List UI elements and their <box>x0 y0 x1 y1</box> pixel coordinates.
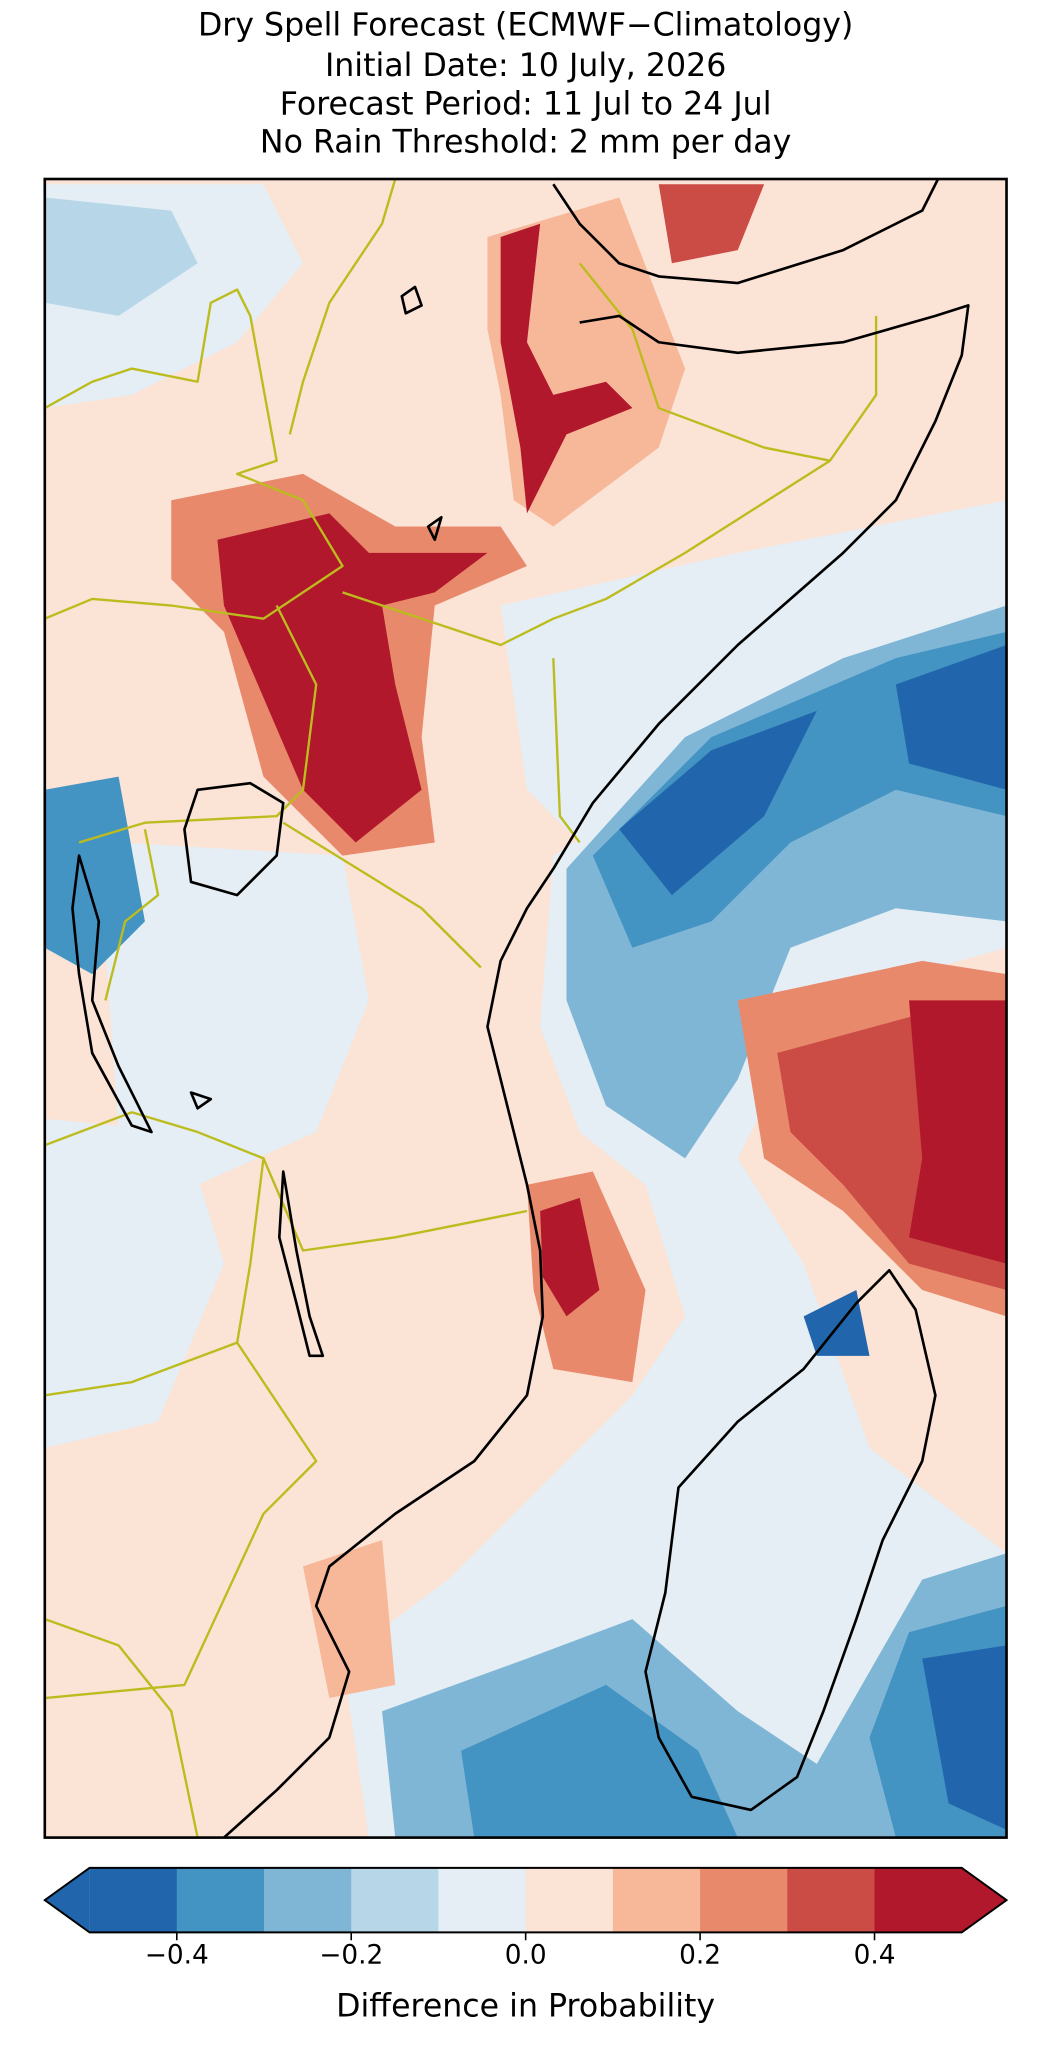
colorbar-tick-label: 0.0 <box>505 1941 547 1971</box>
field-neutral <box>342 658 1007 1838</box>
field-blue <box>44 776 145 975</box>
field-neutral <box>105 842 369 1185</box>
field-blue <box>461 1684 738 1838</box>
title-line: Dry Spell Forecast (ECMWF−Climatology) <box>198 7 853 43</box>
colorbar-tick-label: −0.2 <box>319 1941 383 1971</box>
field-dark-blue <box>619 710 817 896</box>
coastline <box>644 1268 937 1812</box>
country-border <box>44 288 344 620</box>
lake-shore <box>183 781 285 897</box>
title-line: No Rain Threshold: 2 mm per day <box>260 124 791 160</box>
colorbar-bin <box>438 1867 527 1933</box>
colorbar-bin <box>787 1867 876 1933</box>
colorbar-bin <box>176 1867 265 1933</box>
field-dark-red <box>500 223 633 514</box>
colorbar-bin <box>612 1867 701 1933</box>
title-block: Dry Spell Forecast (ECMWF−Climatology) I… <box>198 7 853 160</box>
title-line: Forecast Period: 11 Jul to 24 Jul <box>280 86 772 122</box>
lake-shore <box>71 854 153 1134</box>
colorbar-bin <box>525 1867 614 1933</box>
coastline <box>223 179 970 1838</box>
map-frame <box>43 177 1008 1839</box>
colorbar-extension <box>44 1867 90 1933</box>
colorbar-outline <box>43 1866 1009 1934</box>
country-border <box>44 1341 318 1838</box>
country-border <box>288 179 831 462</box>
colorbar-bin <box>874 1867 963 1933</box>
colorbar-label: Difference in Probability <box>336 1988 715 2024</box>
country-border <box>104 821 482 1001</box>
field-dark-red <box>909 1000 1007 1264</box>
colorbar-bin <box>700 1867 788 1933</box>
lake-shore <box>189 285 443 1110</box>
colorbar-tick-label: 0.4 <box>854 1941 896 1971</box>
field-neutral <box>44 1118 224 1448</box>
colorbar: −0.4 −0.2 0.0 0.2 0.4 <box>43 1866 1009 1971</box>
field-light-blue <box>44 197 198 316</box>
field-dark-blue <box>922 1645 1007 1830</box>
country-border <box>342 315 878 647</box>
title-line: Initial Date: 10 July, 2026 <box>325 48 726 84</box>
lake-shore <box>277 1170 325 1358</box>
colorbar-tick-label: −0.4 <box>145 1941 209 1971</box>
field-red <box>658 184 765 264</box>
colorbar-tick-label: 0.2 <box>679 1941 721 1971</box>
colorbar-bin <box>89 1867 178 1933</box>
field-dark-red <box>540 1197 600 1317</box>
colorbar-extension <box>961 1867 1007 1933</box>
colorbar-bin <box>264 1867 352 1933</box>
field-dark-blue <box>895 645 1007 790</box>
field-dark-red <box>217 513 488 843</box>
colorbar-bin <box>351 1867 440 1933</box>
map-field <box>44 179 1007 1838</box>
